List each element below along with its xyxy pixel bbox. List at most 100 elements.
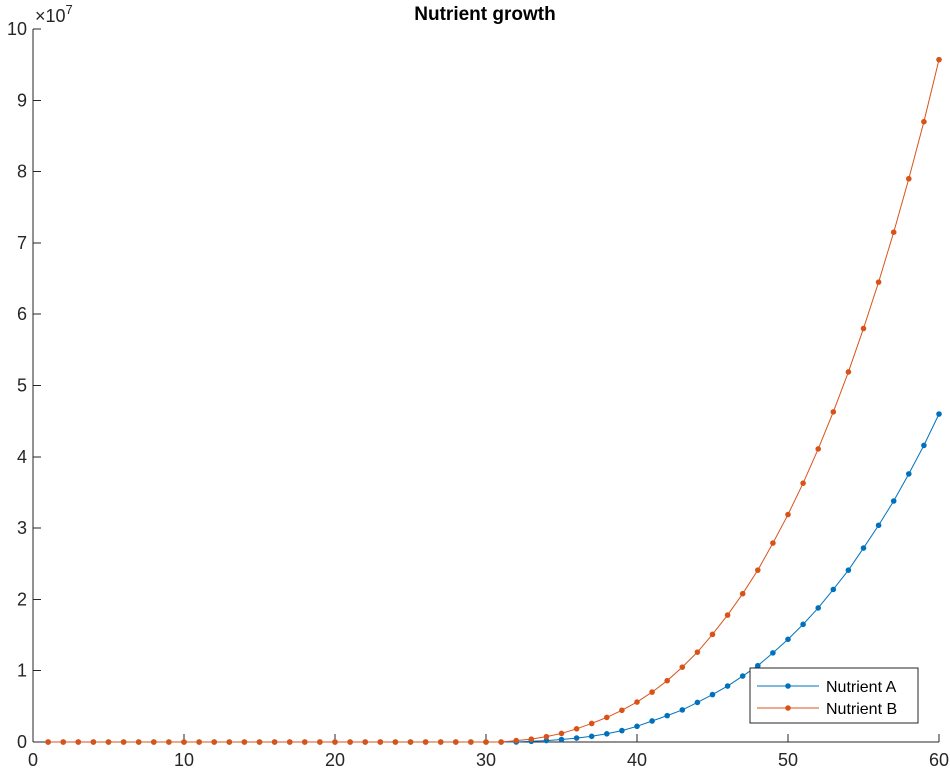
data-point-nutrient-a	[921, 442, 927, 449]
data-point-nutrient-b	[845, 369, 852, 375]
data-point-nutrient-a	[649, 718, 655, 724]
data-point-nutrient-b	[498, 739, 504, 745]
data-point-nutrient-a	[709, 691, 716, 698]
data-point-nutrient-a	[679, 707, 686, 713]
data-point-nutrient-b	[347, 739, 353, 745]
legend-entry-nutrient-a: Nutrient A	[757, 679, 897, 696]
data-point-nutrient-a	[664, 712, 670, 719]
data-point-nutrient-b	[604, 714, 610, 721]
data-point-nutrient-b	[543, 733, 550, 740]
data-point-nutrient-b	[468, 739, 474, 745]
data-point-nutrient-a	[604, 731, 610, 737]
data-point-nutrient-b	[815, 446, 821, 452]
data-point-nutrient-b	[75, 739, 82, 745]
data-point-nutrient-b	[528, 736, 535, 742]
data-point-nutrient-b	[392, 739, 399, 745]
y-tick-label: 0	[17, 732, 27, 752]
data-point-nutrient-b	[362, 739, 369, 745]
data-point-nutrient-a	[634, 723, 640, 730]
y-tick-label: 8	[17, 162, 27, 182]
data-point-nutrient-a	[755, 662, 761, 669]
data-point-nutrient-b	[90, 739, 97, 745]
data-point-nutrient-b	[256, 739, 263, 745]
data-point-nutrient-a	[558, 736, 565, 743]
data-point-nutrient-b	[271, 739, 278, 745]
data-point-nutrient-b	[906, 175, 912, 182]
x-tick-label: 20	[325, 750, 345, 770]
data-point-nutrient-b	[437, 739, 444, 745]
data-point-nutrient-a	[830, 586, 837, 593]
data-point-nutrient-b	[241, 739, 248, 745]
data-point-nutrient-a	[619, 727, 625, 734]
data-point-nutrient-b	[875, 279, 882, 285]
data-point-nutrient-a	[800, 621, 806, 628]
data-point-nutrient-b	[770, 540, 776, 546]
data-point-nutrient-b	[755, 567, 761, 573]
data-point-nutrient-b	[921, 118, 927, 125]
data-point-nutrient-b	[890, 229, 897, 236]
legend-label-nutrient-b: Nutrient B	[826, 701, 897, 718]
data-point-nutrient-b	[634, 699, 640, 705]
data-point-nutrient-a	[815, 605, 821, 611]
y-exponent-power: 7	[66, 2, 73, 17]
legend-marker-nutrient-a	[785, 683, 791, 689]
x-tick-label: 0	[28, 750, 38, 770]
y-tick-label: 2	[17, 589, 27, 609]
data-point-nutrient-b	[936, 56, 942, 63]
y-tick-label: 5	[17, 376, 27, 396]
data-point-nutrient-b	[860, 325, 867, 332]
data-point-nutrient-a	[860, 545, 867, 551]
series-nutrient-b	[45, 56, 942, 745]
data-point-nutrient-b	[573, 726, 580, 732]
y-tick-label: 1	[17, 661, 27, 681]
data-point-nutrient-b	[120, 739, 127, 745]
data-point-nutrient-b	[332, 739, 338, 745]
data-point-nutrient-a	[739, 673, 746, 679]
x-tick-label: 60	[929, 750, 949, 770]
data-point-nutrient-b	[619, 707, 625, 714]
data-point-nutrient-a	[936, 411, 942, 417]
x-tick-label: 40	[627, 750, 647, 770]
legend-label-nutrient-a: Nutrient A	[826, 679, 897, 696]
y-tick-label: 3	[17, 518, 27, 538]
data-point-nutrient-b	[286, 739, 293, 745]
data-point-nutrient-b	[724, 612, 731, 618]
data-point-nutrient-b	[317, 739, 323, 745]
data-point-nutrient-b	[226, 739, 233, 745]
legend-entry-nutrient-b: Nutrient B	[757, 701, 897, 718]
y-exponent-base: ×10	[35, 6, 66, 26]
data-point-nutrient-a	[770, 650, 776, 656]
data-point-nutrient-a	[694, 699, 701, 706]
y-tick-label: 6	[17, 304, 27, 324]
data-point-nutrient-b	[377, 739, 384, 745]
data-point-nutrient-b	[709, 631, 716, 638]
x-tick-label: 50	[778, 750, 798, 770]
data-point-nutrient-a	[906, 471, 912, 477]
y-tick-label: 4	[17, 447, 27, 467]
data-point-nutrient-b	[649, 689, 655, 695]
data-point-nutrient-a	[573, 735, 580, 741]
data-point-nutrient-b	[679, 664, 686, 670]
data-point-nutrient-a	[588, 733, 595, 740]
legend-box	[749, 667, 919, 724]
data-point-nutrient-b	[830, 409, 837, 415]
y-tick-label: 7	[17, 233, 27, 253]
data-point-nutrient-b	[211, 739, 217, 745]
y-tick-label: 10	[7, 19, 27, 39]
chart-title: Nutrient growth	[414, 4, 555, 25]
data-point-nutrient-b	[453, 739, 459, 745]
data-point-nutrient-b	[60, 739, 66, 745]
x-tick-label: 10	[174, 750, 194, 770]
data-point-nutrient-b	[588, 720, 595, 727]
data-point-nutrient-b	[181, 739, 187, 745]
y-tick-label: 9	[17, 90, 27, 110]
y-axis-exponent-label: ×107	[35, 2, 73, 26]
data-point-nutrient-b	[166, 739, 172, 745]
data-point-nutrient-b	[135, 739, 142, 745]
data-point-nutrient-a	[845, 567, 852, 573]
data-point-nutrient-b	[739, 590, 746, 597]
data-point-nutrient-a	[543, 737, 550, 744]
series-line-nutrient-b	[48, 59, 940, 743]
